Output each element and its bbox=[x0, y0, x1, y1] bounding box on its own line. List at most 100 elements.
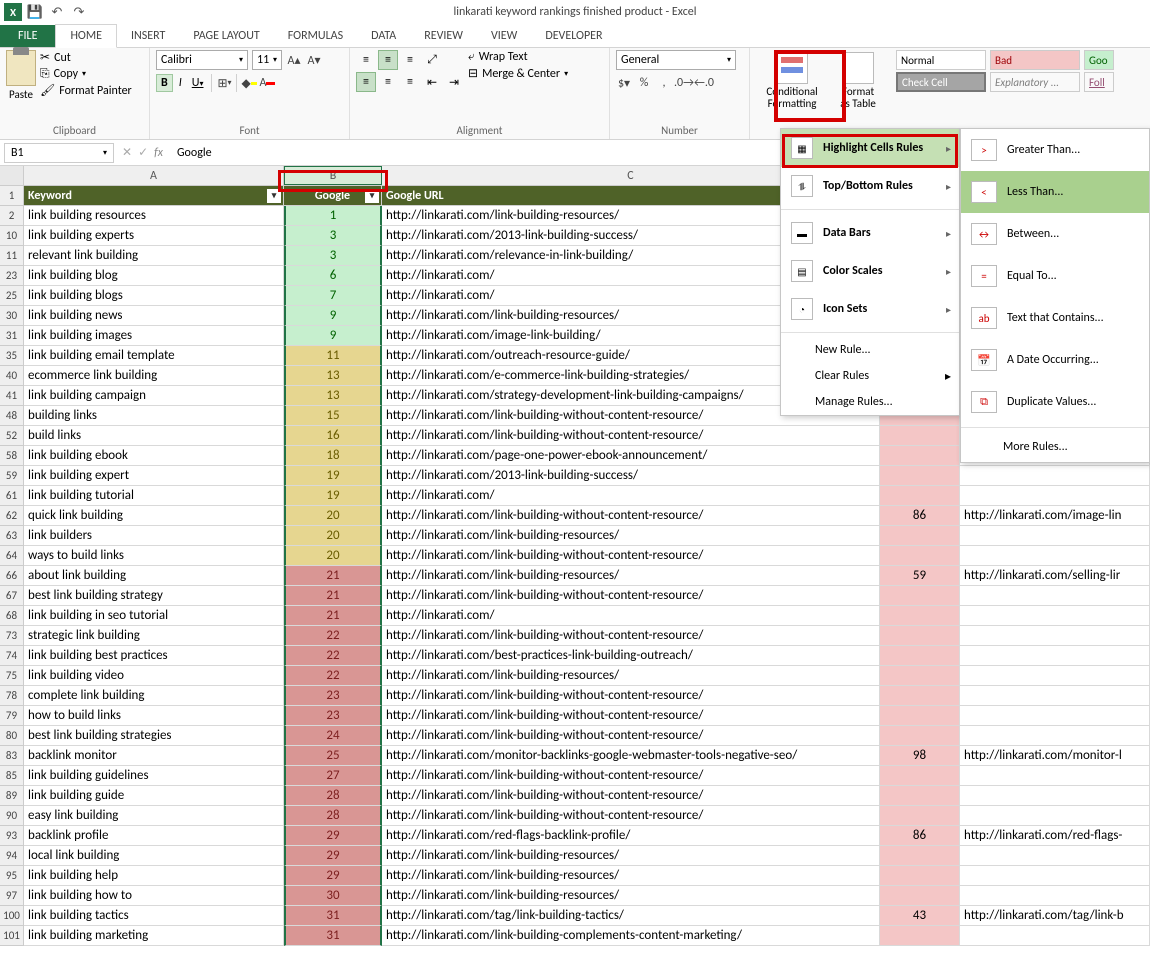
row-header[interactable]: 11 bbox=[0, 246, 24, 266]
cell-col-d[interactable] bbox=[880, 886, 960, 906]
cell-col-e[interactable] bbox=[960, 786, 1150, 806]
row-header[interactable]: 97 bbox=[0, 886, 24, 906]
cell-google-rank[interactable]: 23 bbox=[284, 686, 382, 706]
conditional-formatting-button[interactable]: Conditional Formatting bbox=[756, 50, 828, 139]
cell-keyword[interactable]: link building experts bbox=[24, 226, 284, 246]
cell-google-url[interactable]: http://linkarati.com/link-building-witho… bbox=[382, 586, 880, 606]
cell-col-d[interactable] bbox=[880, 706, 960, 726]
align-center-icon[interactable]: ≡ bbox=[378, 72, 398, 92]
cell-google-url[interactable]: http://linkarati.com/link-building-witho… bbox=[382, 786, 880, 806]
submenu-text-contains[interactable]: abText that Contains... bbox=[961, 297, 1149, 339]
cell-col-e[interactable] bbox=[960, 806, 1150, 826]
row-header[interactable]: 78 bbox=[0, 686, 24, 706]
cell-google-rank[interactable]: 20 bbox=[284, 526, 382, 546]
cell-keyword[interactable]: local link building bbox=[24, 846, 284, 866]
font-color-icon[interactable]: A bbox=[259, 74, 275, 92]
row-header[interactable]: 80 bbox=[0, 726, 24, 746]
cell-keyword[interactable]: best link building strategies bbox=[24, 726, 284, 746]
tab-data[interactable]: DATA bbox=[357, 25, 410, 47]
cell-keyword[interactable]: link building ebook bbox=[24, 446, 284, 466]
italic-button[interactable]: I bbox=[175, 75, 186, 91]
cell-col-e[interactable] bbox=[960, 606, 1150, 626]
cell-col-e[interactable]: http://linkarati.com/image-lin bbox=[960, 506, 1150, 526]
tab-insert[interactable]: INSERT bbox=[117, 25, 179, 47]
cell-keyword[interactable]: building links bbox=[24, 406, 284, 426]
align-middle-icon[interactable]: ≡ bbox=[378, 50, 398, 70]
cell-col-e[interactable] bbox=[960, 486, 1150, 506]
cell-google-rank[interactable]: 9 bbox=[284, 326, 382, 346]
bold-button[interactable]: B bbox=[156, 74, 173, 92]
row-header[interactable]: 35 bbox=[0, 346, 24, 366]
cell-google-url[interactable]: http://linkarati.com/link-building-witho… bbox=[382, 426, 880, 446]
increase-decimal-icon[interactable]: .0→ bbox=[676, 74, 692, 92]
cell-google-rank[interactable]: 13 bbox=[284, 386, 382, 406]
cell-google-url[interactable]: http://linkarati.com/link-building-witho… bbox=[382, 706, 880, 726]
cell-keyword[interactable]: link building blogs bbox=[24, 286, 284, 306]
row-header[interactable]: 63 bbox=[0, 526, 24, 546]
row-header[interactable]: 100 bbox=[0, 906, 24, 926]
cell-col-d[interactable] bbox=[880, 666, 960, 686]
cell-google-rank[interactable]: 28 bbox=[284, 786, 382, 806]
cell-col-e[interactable] bbox=[960, 646, 1150, 666]
tab-file[interactable]: FILE bbox=[0, 25, 55, 47]
indent-decrease-icon[interactable]: ⇤ bbox=[422, 72, 442, 92]
excel-icon[interactable]: X bbox=[4, 3, 22, 21]
cell-google-rank[interactable]: 31 bbox=[284, 906, 382, 926]
percent-icon[interactable]: % bbox=[636, 74, 652, 92]
cell-col-d[interactable] bbox=[880, 686, 960, 706]
cell-keyword[interactable]: build links bbox=[24, 426, 284, 446]
style-explanatory[interactable]: Explanatory ... bbox=[990, 72, 1080, 92]
cell-col-d[interactable]: 86 bbox=[880, 506, 960, 526]
save-icon[interactable]: 💾 bbox=[26, 3, 44, 21]
col-header-a[interactable]: A bbox=[24, 166, 284, 185]
menu-top-bottom-rules[interactable]: ⥮ Top/Bottom Rules▸ bbox=[781, 167, 959, 205]
cell-col-e[interactable] bbox=[960, 586, 1150, 606]
cell-col-e[interactable] bbox=[960, 846, 1150, 866]
row-header[interactable]: 61 bbox=[0, 486, 24, 506]
cell-google-rank[interactable]: 22 bbox=[284, 666, 382, 686]
cell-keyword[interactable]: strategic link building bbox=[24, 626, 284, 646]
cell-google-rank[interactable]: 11 bbox=[284, 346, 382, 366]
row-header[interactable]: 85 bbox=[0, 766, 24, 786]
row-header[interactable]: 30 bbox=[0, 306, 24, 326]
row-header[interactable]: 94 bbox=[0, 846, 24, 866]
border-icon[interactable]: ⊞▾ bbox=[216, 74, 232, 92]
grow-font-icon[interactable]: A▴ bbox=[286, 51, 302, 69]
align-left-icon[interactable]: ≡ bbox=[356, 72, 376, 92]
cell-col-e[interactable]: http://linkarati.com/red-flags- bbox=[960, 826, 1150, 846]
cell-google-rank[interactable]: 18 bbox=[284, 446, 382, 466]
menu-manage-rules[interactable]: Manage Rules... bbox=[781, 389, 959, 415]
row-header[interactable]: 48 bbox=[0, 406, 24, 426]
row-header[interactable]: 93 bbox=[0, 826, 24, 846]
cell-keyword[interactable]: easy link building bbox=[24, 806, 284, 826]
cell-google-rank[interactable]: 21 bbox=[284, 566, 382, 586]
tab-page-layout[interactable]: PAGE LAYOUT bbox=[179, 25, 273, 47]
cell-col-e[interactable] bbox=[960, 926, 1150, 946]
cell-keyword[interactable]: about link building bbox=[24, 566, 284, 586]
cell-col-d[interactable] bbox=[880, 546, 960, 566]
row-header[interactable]: 10 bbox=[0, 226, 24, 246]
cell-col-d[interactable] bbox=[880, 446, 960, 466]
cell-google-rank[interactable]: 22 bbox=[284, 646, 382, 666]
cell-col-d[interactable] bbox=[880, 606, 960, 626]
cell-col-d[interactable] bbox=[880, 726, 960, 746]
header-google[interactable]: Google▾ bbox=[284, 186, 382, 206]
cell-col-e[interactable] bbox=[960, 686, 1150, 706]
menu-highlight-cells-rules[interactable]: ▦ Highlight Cells Rules▸ bbox=[781, 129, 959, 167]
col-header-b[interactable]: B bbox=[284, 166, 382, 185]
menu-icon-sets[interactable]: ◔ Icon Sets▸ bbox=[781, 290, 959, 328]
fx-icon[interactable]: fx bbox=[154, 146, 163, 160]
row-header[interactable]: 83 bbox=[0, 746, 24, 766]
row-header-1[interactable]: 1 bbox=[0, 186, 24, 206]
cell-google-rank[interactable]: 21 bbox=[284, 606, 382, 626]
row-header[interactable]: 31 bbox=[0, 326, 24, 346]
cell-col-d[interactable] bbox=[880, 926, 960, 946]
cell-keyword[interactable]: link building tactics bbox=[24, 906, 284, 926]
cell-col-d[interactable] bbox=[880, 846, 960, 866]
cell-google-rank[interactable]: 22 bbox=[284, 626, 382, 646]
cell-col-e[interactable] bbox=[960, 466, 1150, 486]
submenu-more-rules[interactable]: More Rules... bbox=[961, 432, 1149, 462]
currency-icon[interactable]: $▾ bbox=[616, 74, 632, 92]
cell-google-rank[interactable]: 29 bbox=[284, 866, 382, 886]
submenu-equal-to[interactable]: =Equal To... bbox=[961, 255, 1149, 297]
